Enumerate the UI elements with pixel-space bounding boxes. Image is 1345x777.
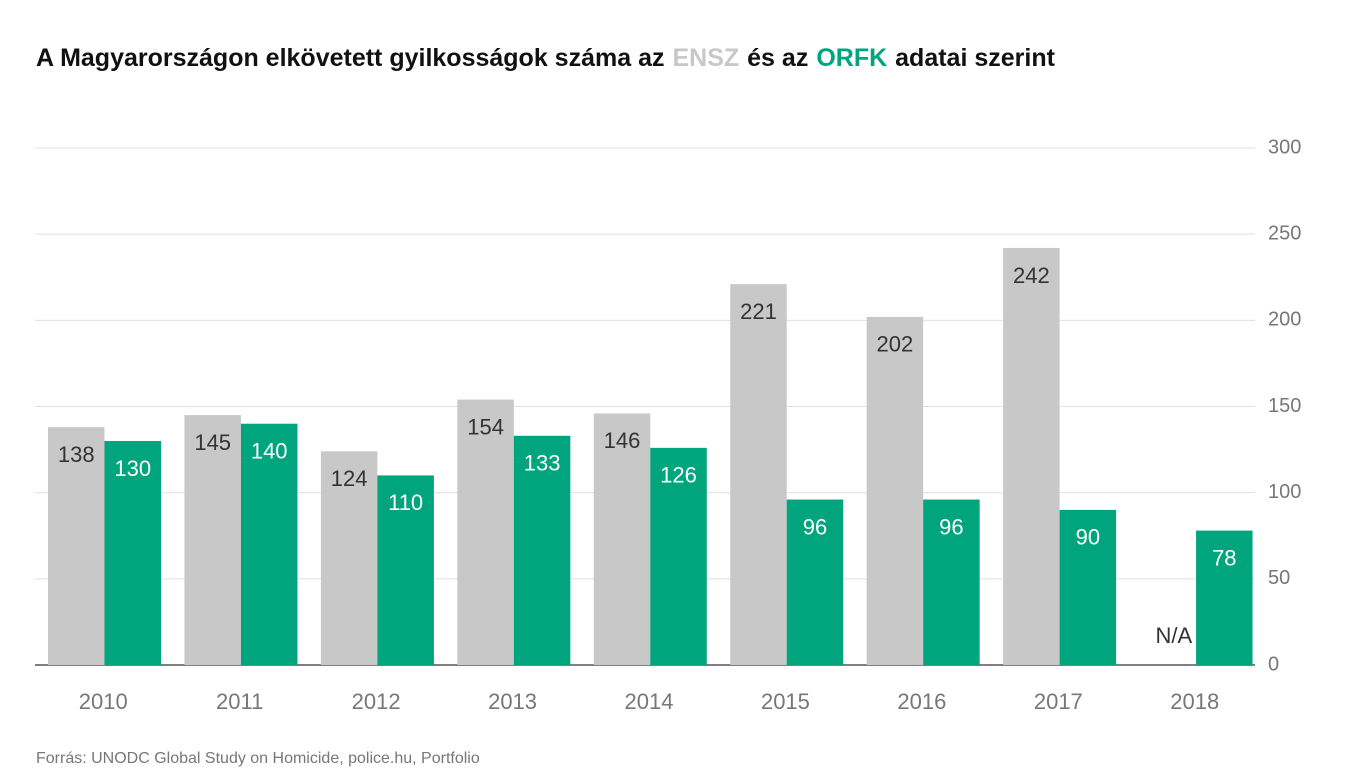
bar — [457, 399, 514, 665]
bar — [104, 440, 161, 665]
value-label: 126 — [660, 463, 697, 488]
x-tick-label: 2011 — [216, 689, 263, 714]
value-label: 202 — [877, 332, 914, 357]
bar — [650, 447, 707, 665]
bar — [320, 451, 378, 665]
x-tick-label: 2012 — [352, 689, 401, 714]
value-label: 133 — [524, 451, 561, 476]
value-label: 154 — [467, 414, 504, 439]
x-tick-label: 2010 — [79, 689, 128, 714]
x-tick-label: 2014 — [625, 689, 674, 714]
value-label: 130 — [114, 456, 151, 481]
bar — [1059, 509, 1117, 665]
title-series-name: ORFK — [816, 44, 888, 72]
value-label: N/A — [1155, 623, 1192, 648]
bar — [866, 316, 924, 665]
title-part: adatai szerint — [895, 44, 1055, 72]
x-tick-label: 2015 — [761, 689, 810, 714]
value-label: 140 — [251, 439, 288, 464]
y-tick-label: 50 — [1268, 567, 1290, 589]
value-label: 96 — [803, 514, 827, 539]
value-label: 96 — [939, 514, 963, 539]
title-part: és az — [747, 44, 809, 72]
value-label: 124 — [331, 466, 368, 491]
x-tick-label: 2018 — [1170, 689, 1219, 714]
y-tick-label: 0 — [1268, 653, 1279, 675]
bar — [1003, 247, 1060, 665]
bar — [48, 427, 105, 665]
value-label: 90 — [1076, 525, 1100, 550]
value-label: 138 — [58, 442, 95, 467]
bar — [593, 413, 651, 665]
y-tick-label: 100 — [1268, 481, 1301, 503]
chart-title: A Magyarországon elkövetett gyilkosságok… — [36, 44, 1063, 73]
y-tick-label: 250 — [1268, 222, 1301, 244]
bar — [730, 284, 787, 665]
value-label: 221 — [740, 299, 777, 324]
value-label: 145 — [194, 430, 231, 455]
value-label: 110 — [388, 490, 423, 515]
value-label: 146 — [604, 428, 641, 453]
title-series-name: ENSZ — [672, 44, 740, 72]
bar — [923, 499, 980, 665]
y-tick-label: 150 — [1268, 395, 1301, 417]
source: Forrás: UNODC Global Study on Homicide, … — [36, 750, 480, 767]
y-tick-label: 200 — [1268, 309, 1301, 331]
y-tick-label: 300 — [1268, 136, 1301, 158]
title-part: A Magyarországon elkövetett gyilkosságok… — [36, 44, 665, 72]
value-label: 242 — [1013, 263, 1050, 288]
bar — [240, 423, 298, 665]
bar — [786, 499, 844, 665]
x-tick-label: 2013 — [488, 689, 537, 714]
x-tick-label: 2016 — [897, 689, 946, 714]
bar — [513, 435, 571, 665]
bar — [184, 415, 241, 665]
x-tick-label: 2017 — [1034, 689, 1083, 714]
bar — [377, 475, 434, 665]
value-label: 78 — [1212, 545, 1236, 570]
bar — [1196, 530, 1253, 665]
